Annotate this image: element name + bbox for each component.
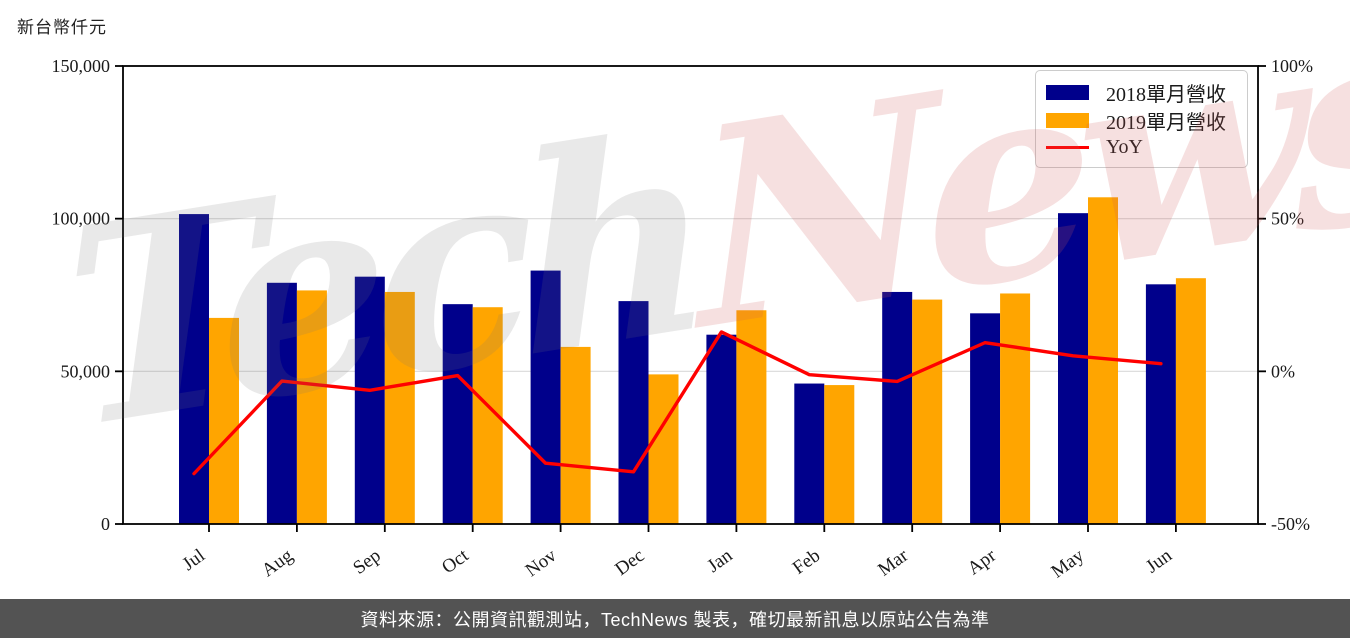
legend-label-2019: 2019單月營收 bbox=[1106, 111, 1226, 134]
source-footer-text: 資料來源：公開資訊觀測站，TechNews 製表，確切最新訊息以原站公告為準 bbox=[360, 609, 990, 630]
left-tick-label: 150,000 bbox=[52, 56, 111, 76]
x-tick-label-apr: Apr bbox=[964, 545, 1001, 580]
bar-2019-Apr bbox=[1000, 293, 1031, 524]
right-tick-label: 50% bbox=[1271, 209, 1304, 229]
bar-2018-Jun bbox=[1145, 284, 1176, 524]
bar-2019-Feb bbox=[824, 385, 855, 524]
legend-swatch-yoy-line bbox=[1046, 145, 1089, 149]
legend-item-yoy: YoY bbox=[1046, 134, 1237, 160]
x-tick-label-aug: Aug bbox=[258, 545, 297, 582]
monthly-revenue-chart: 0 50,000 100,000 150,000 -50% 0% 50% 100% Jul Aug… bbox=[52, 56, 1314, 583]
legend-item-2019: 2019單月營收 bbox=[1046, 106, 1237, 134]
bar-2018-Oct bbox=[442, 304, 473, 524]
left-tick-label: 100,000 bbox=[52, 209, 111, 229]
bar-2018-May bbox=[1058, 213, 1088, 525]
legend-swatch-2018-bar bbox=[1046, 84, 1089, 100]
legend-item-2018: 2018單月營收 bbox=[1046, 78, 1237, 106]
x-tick-label-mar: Mar bbox=[874, 545, 912, 581]
bar-2018-Nov bbox=[530, 270, 561, 524]
axes-spines bbox=[122, 65, 1259, 525]
x-tick-label-jun: Jun bbox=[1142, 545, 1176, 578]
right-tick-label: -50% bbox=[1271, 514, 1310, 534]
left-axis-title: 新台幣仟元 bbox=[17, 18, 107, 37]
right-tick-label: 100% bbox=[1271, 56, 1313, 76]
bar-2019-Jun bbox=[1175, 278, 1206, 524]
left-tick-label: 0 bbox=[101, 514, 110, 534]
bar-2018-Sep bbox=[354, 276, 385, 524]
source-footer-bar: 資料來源：公開資訊觀測站，TechNews 製表，確切最新訊息以原站公告為準 bbox=[0, 599, 1350, 638]
bar-2018-Aug bbox=[266, 282, 297, 524]
right-tick-label: 0% bbox=[1271, 361, 1295, 381]
x-tick-label-sep: Sep bbox=[349, 545, 384, 579]
yoy-line bbox=[192, 330, 1163, 476]
x-tick-label-jul: Jul bbox=[179, 545, 209, 575]
chart-legend: 2018單月營收 2019單月營收 YoY bbox=[1035, 70, 1248, 168]
bar-2018-Mar bbox=[882, 291, 913, 524]
x-tick-label-nov: Nov bbox=[522, 545, 561, 582]
bar-2019-Mar bbox=[912, 299, 943, 524]
bar-2018-Feb bbox=[794, 383, 825, 524]
left-tick-label: 50,000 bbox=[61, 361, 111, 381]
bar-2019-Nov bbox=[560, 346, 591, 524]
bar-2019-Dec bbox=[648, 374, 679, 524]
bar-2018-Dec bbox=[618, 301, 649, 524]
x-tick-label-oct: Oct bbox=[438, 545, 473, 579]
bar-2018-Jan bbox=[706, 334, 737, 524]
legend-label-2018: 2018單月營收 bbox=[1106, 83, 1226, 106]
x-tick-label-may: May bbox=[1047, 545, 1088, 583]
bar-2019-Sep bbox=[384, 291, 415, 524]
x-tick-label-jan: Jan bbox=[704, 545, 737, 577]
legend-swatch-2019-bar bbox=[1046, 112, 1089, 128]
x-tick-label-dec: Dec bbox=[611, 545, 648, 580]
bar-2019-Aug bbox=[296, 290, 327, 524]
bar-2019-Jul bbox=[209, 317, 239, 524]
legend-label-yoy: YoY bbox=[1106, 135, 1143, 158]
x-tick-label-feb: Feb bbox=[789, 545, 824, 579]
bar-2018-Jul bbox=[179, 214, 209, 524]
